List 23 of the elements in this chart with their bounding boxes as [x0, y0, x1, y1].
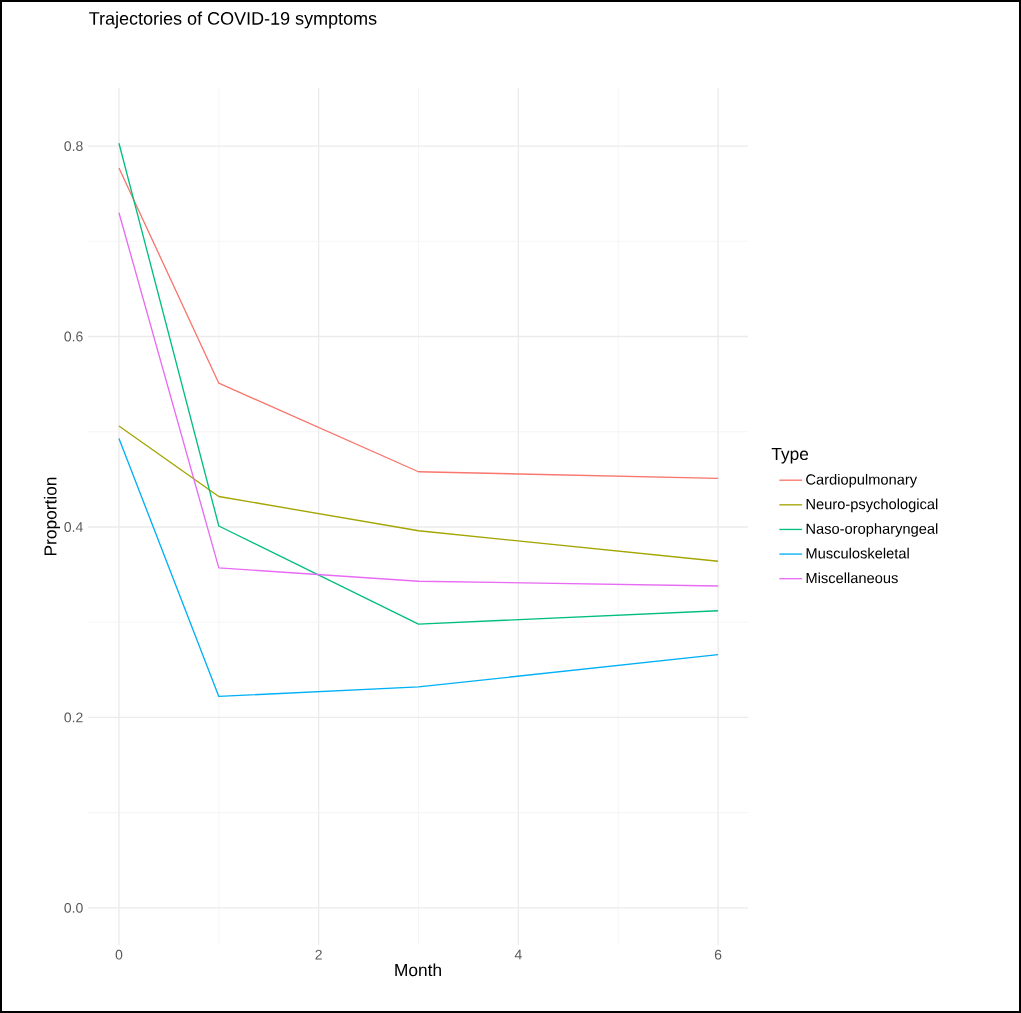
line-series	[118, 167, 719, 480]
x-tick-label: 4	[514, 949, 522, 960]
y-axis-title: Proportion	[43, 477, 61, 556]
line-series	[118, 425, 719, 562]
chart-title: Trajectories of COVID-19 symptoms	[89, 11, 377, 29]
x-tick-label: 6	[714, 949, 722, 960]
y-tick-label: 0.0	[64, 902, 83, 913]
line-series	[118, 212, 719, 587]
legend-label: Cardiopulmonary	[806, 473, 918, 488]
x-axis-title: Month	[395, 963, 441, 977]
y-tick-label: 0.8	[64, 141, 83, 152]
legend-label: Musculoskeletal	[806, 547, 909, 559]
legend-label: Naso-oropharyngeal	[806, 523, 938, 537]
y-tick-label: 0.2	[64, 712, 83, 723]
y-tick-label: 0.4	[64, 522, 83, 532]
legend-label: Neuro-psychological	[806, 498, 938, 513]
x-tick-label: 2	[315, 949, 322, 960]
legend-title: Type	[771, 447, 809, 464]
line-series	[118, 142, 719, 625]
legend-label: Miscellaneous	[806, 572, 898, 584]
x-tick-label: 0	[115, 949, 123, 960]
y-tick-label: 0.6	[64, 331, 83, 342]
line-series	[118, 437, 719, 698]
